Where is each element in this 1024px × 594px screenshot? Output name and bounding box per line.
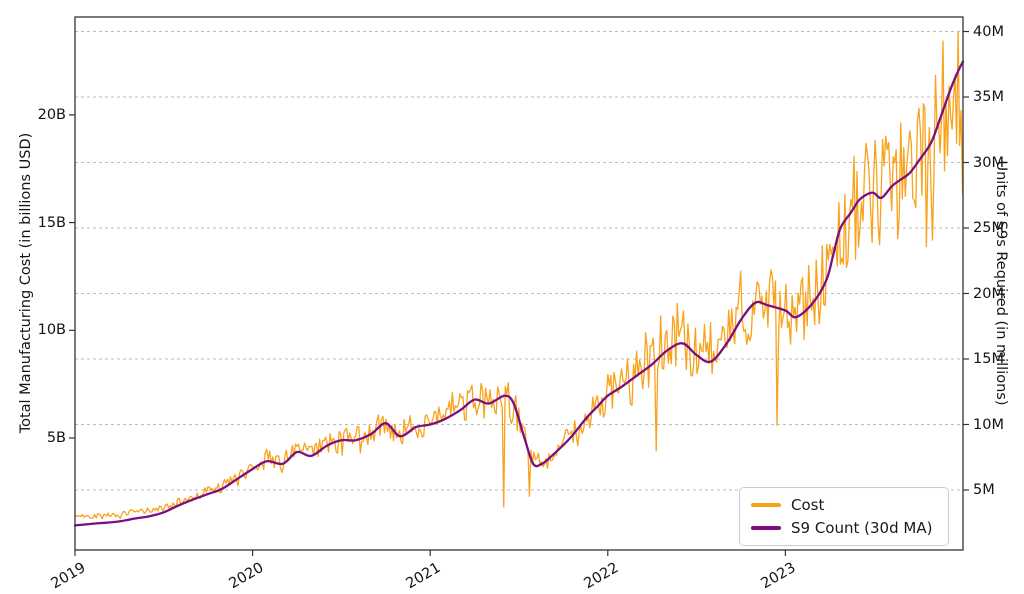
left-axis-title: Total Manufacturing Cost (in billions US… <box>18 132 34 434</box>
legend: Cost S9 Count (30d MA) <box>739 487 950 546</box>
right-tick-label: 25M <box>973 220 1004 236</box>
cost-series-line <box>74 31 964 520</box>
legend-cost-label: Cost <box>791 496 825 514</box>
right-tick-label: 5M <box>973 482 995 498</box>
right-tick-label: 30M <box>973 154 1004 171</box>
right-tick-label: 40M <box>973 23 1004 40</box>
plot-spines <box>74 16 964 551</box>
legend-item-s9-count: S9 Count (30d MA) <box>751 518 932 538</box>
series-lines <box>73 31 965 527</box>
legend-cost-line-swatch <box>751 503 781 507</box>
right-tick-label: 10M <box>973 416 1004 433</box>
left-tick-label: 15B <box>37 214 66 231</box>
left-tick-label: 20B <box>37 106 66 123</box>
legend-s9-label: S9 Count (30d MA) <box>791 519 933 537</box>
legend-s9-line-swatch <box>751 526 781 530</box>
right-axis-title: Units of S9s Required (in millions) <box>993 160 1009 406</box>
plot-border <box>74 16 964 551</box>
left-tick-label: 5B <box>46 430 66 446</box>
legend-item-cost: Cost <box>751 495 932 515</box>
left-tick-label: 10B <box>37 322 66 339</box>
right-tick-label: 35M <box>973 89 1004 105</box>
right-tick-label: 15M <box>973 351 1004 367</box>
right-tick-label: 20M <box>973 285 1004 302</box>
s9-count-series-line <box>73 60 965 527</box>
tick-marks <box>69 30 969 556</box>
